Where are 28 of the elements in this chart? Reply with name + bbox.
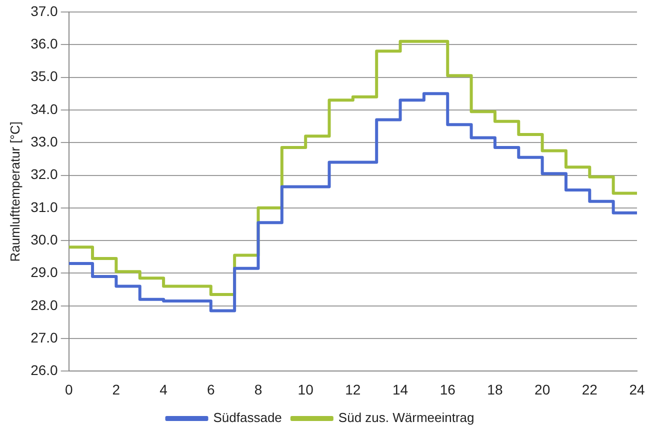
x-tick-label: 20	[534, 381, 550, 398]
x-tick-label: 0	[64, 381, 73, 398]
y-tick-label: 34.0	[30, 100, 58, 117]
y-tick-label: 35.0	[30, 68, 58, 84]
x-tick-label: 16	[440, 381, 456, 398]
x-tick-label: 6	[206, 381, 215, 398]
y-tick-label: 28.0	[30, 296, 58, 313]
x-tick-label: 24	[629, 381, 645, 398]
legend-label: Süd zus. Wärmeeintrag	[338, 410, 474, 426]
y-tick-label: 29.0	[30, 264, 58, 280]
x-tick-label: 14	[392, 381, 408, 398]
x-tick-label: 18	[487, 381, 503, 398]
y-tick-label: 33.0	[30, 133, 58, 150]
x-tick-label: 22	[582, 381, 598, 398]
legend-label: Südfassade	[213, 410, 282, 426]
y-tick-label: 31.0	[30, 198, 58, 215]
y-tick-label: 37.0	[30, 2, 58, 19]
x-tick-label: 2	[112, 381, 120, 398]
y-tick-label: 32.0	[30, 166, 58, 182]
x-tick-label: 4	[160, 381, 168, 398]
y-tick-label: 30.0	[30, 231, 58, 248]
y-tick-label: 26.0	[30, 362, 58, 378]
y-axis-title: Raumlufttemperatur [°C]	[7, 121, 22, 262]
x-tick-label: 8	[254, 381, 262, 398]
y-tick-label: 36.0	[30, 36, 58, 52]
x-tick-label: 10	[298, 381, 314, 398]
x-tick-label: 12	[345, 381, 361, 398]
y-tick-label: 27.0	[30, 329, 58, 346]
